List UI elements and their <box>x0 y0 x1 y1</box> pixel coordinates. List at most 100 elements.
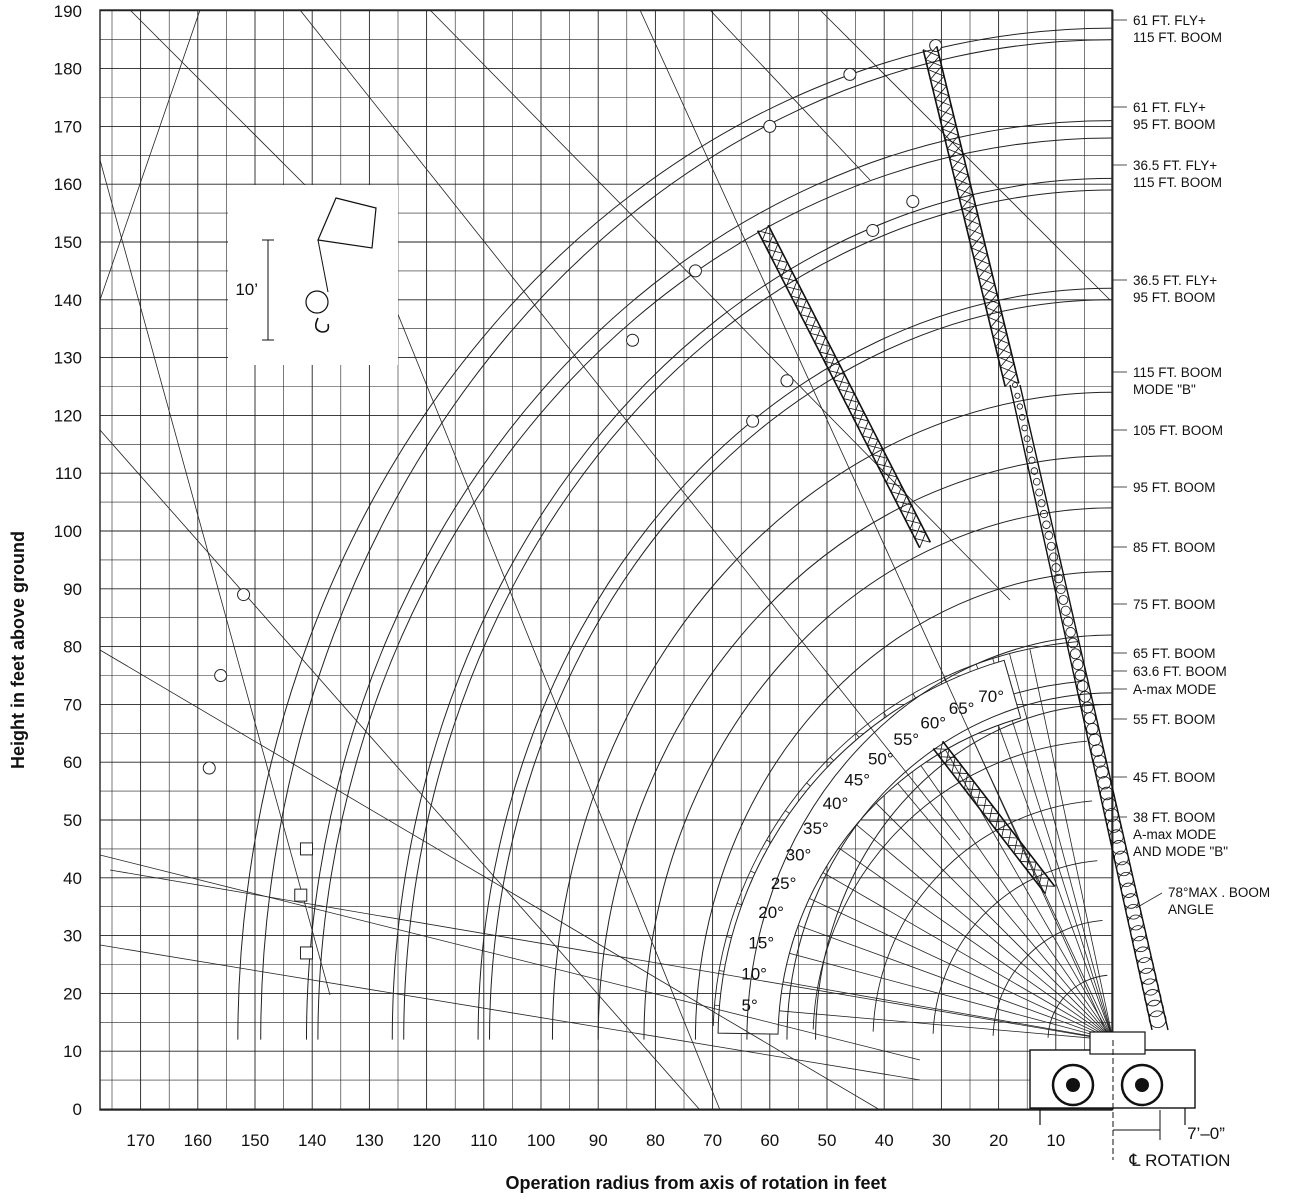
fly-jib-upper <box>1000 353 1012 368</box>
fly-jib-upper <box>1004 373 1017 387</box>
main-boom-section <box>1076 680 1089 692</box>
main-boom-section <box>1035 488 1044 497</box>
boom-label: 36.5 FT. FLY+ <box>1133 273 1217 288</box>
fly-jib-lower <box>862 420 869 436</box>
boom-length-arc <box>1047 974 1108 1038</box>
main-boom-section <box>1063 616 1074 627</box>
x-tick-label: 170 <box>126 1131 154 1150</box>
curve-marker <box>746 414 760 428</box>
fly-jib-lower <box>814 327 822 343</box>
main-boom-section <box>1123 893 1139 909</box>
fly-jib-lower <box>909 514 917 530</box>
boom-length-arc <box>712 641 1079 1027</box>
fly-jib-upper <box>942 115 954 130</box>
boom-short <box>939 741 944 757</box>
fly-jib-lower <box>838 374 845 390</box>
fly-jib-lower <box>852 402 860 418</box>
main-boom-section <box>1081 701 1094 714</box>
main-boom-section <box>1016 403 1023 410</box>
fly-jib-upper <box>925 46 938 60</box>
max-angle-label: ANGLE <box>1168 902 1214 917</box>
boom-head-icon <box>317 197 377 249</box>
fly-jib-upper <box>992 323 1005 338</box>
curve-marker <box>780 374 794 388</box>
main-boom-section <box>1144 989 1162 1007</box>
fly-jib-upper <box>954 165 967 179</box>
main-boom-section <box>1137 957 1154 974</box>
boom-angle-ray <box>883 712 1112 1040</box>
fly-jib-upper <box>988 303 1000 318</box>
y-tick-label: 100 <box>54 522 82 541</box>
main-boom-section <box>1032 477 1041 486</box>
boom-angle-label: 50° <box>868 749 894 768</box>
main-boom-section <box>1107 818 1122 833</box>
y-tick-label: 170 <box>54 117 82 136</box>
boom-angle-label: 5° <box>742 996 758 1015</box>
main-boom-section <box>1072 659 1084 671</box>
main-boom-section <box>1130 925 1147 942</box>
boom-reach-curve <box>391 177 1112 1040</box>
main-boom-section <box>1023 435 1031 443</box>
boom-angle-label: 40° <box>823 794 849 813</box>
label-leader <box>1135 892 1163 909</box>
main-boom-section <box>1028 456 1036 464</box>
boom-reach-curve <box>815 703 1112 1040</box>
boom-reach-curve <box>746 634 1112 1040</box>
boom-angle-ray <box>726 936 1112 1041</box>
y-tick-label: 80 <box>63 638 82 657</box>
boom-label: AND MODE "B" <box>1133 844 1228 859</box>
boom-short <box>1032 862 1037 878</box>
x-tick-label: 110 <box>470 1131 497 1150</box>
x-tick-label: 20 <box>989 1131 1008 1150</box>
fly-jib-lower <box>843 383 850 399</box>
fly-jib-upper <box>930 65 942 80</box>
boom-angle-label: 10° <box>741 964 767 983</box>
boom-short <box>1001 821 1006 838</box>
boom-short <box>976 789 981 806</box>
main-boom-section <box>1090 744 1104 757</box>
curve-square-marker <box>294 888 308 902</box>
main-boom-section <box>1046 541 1056 551</box>
reference-diagonal <box>109 869 1111 1041</box>
x-tick-label: 120 <box>412 1131 440 1150</box>
x-tick-label: 140 <box>298 1131 326 1150</box>
curve-marker <box>906 195 920 209</box>
boom-angle-label: 30° <box>786 846 812 865</box>
fly-jib-upper <box>1002 363 1015 378</box>
hook-sheave-icon <box>305 290 329 314</box>
boom-angle-ray <box>766 839 1112 1040</box>
boom-reach-curve <box>237 27 1112 1040</box>
main-boom-section <box>1148 1010 1167 1029</box>
main-boom-section <box>1100 786 1114 801</box>
main-boom-section <box>1132 935 1149 953</box>
boom-reach-curve <box>260 39 1112 1040</box>
fly-jib-lower <box>809 318 817 334</box>
boom-label: 61 FT. FLY+ <box>1133 13 1206 28</box>
boom-reach-curve <box>317 137 1112 1040</box>
main-boom-section <box>1051 563 1061 573</box>
boom-short <box>995 813 1000 830</box>
reference-diagonal <box>100 944 921 1081</box>
boom-label: 95 FT. BOOM <box>1133 480 1216 495</box>
boom-drawings: 10’ <box>228 46 1169 1031</box>
boom-label: 45 FT. BOOM <box>1133 770 1216 785</box>
main-boom-section <box>1141 978 1159 996</box>
main-boom-section <box>1086 722 1099 736</box>
main-boom-section <box>1134 946 1152 963</box>
y-axis-title: Height in feet above ground <box>8 531 28 769</box>
reference-diagonal <box>429 10 1011 601</box>
fly-jib-upper <box>990 313 1003 328</box>
main-boom-section <box>1102 797 1117 812</box>
curve-marker <box>763 119 777 133</box>
fly-jib-lower <box>885 467 893 483</box>
boom-short <box>951 757 956 773</box>
boom-length-arcs <box>712 641 1108 1038</box>
main-boom-section <box>1125 903 1142 920</box>
offset-label: 7’–0” <box>1187 1124 1225 1143</box>
fly-jib-lower <box>795 290 803 306</box>
curve-marker <box>202 761 216 775</box>
misc-annotations: 7’–0” ℄ ROTATION <box>1112 1040 1230 1170</box>
main-boom-section <box>1111 840 1127 855</box>
main-boom-section <box>1026 445 1034 453</box>
boom-angle-ray <box>912 693 1112 1040</box>
